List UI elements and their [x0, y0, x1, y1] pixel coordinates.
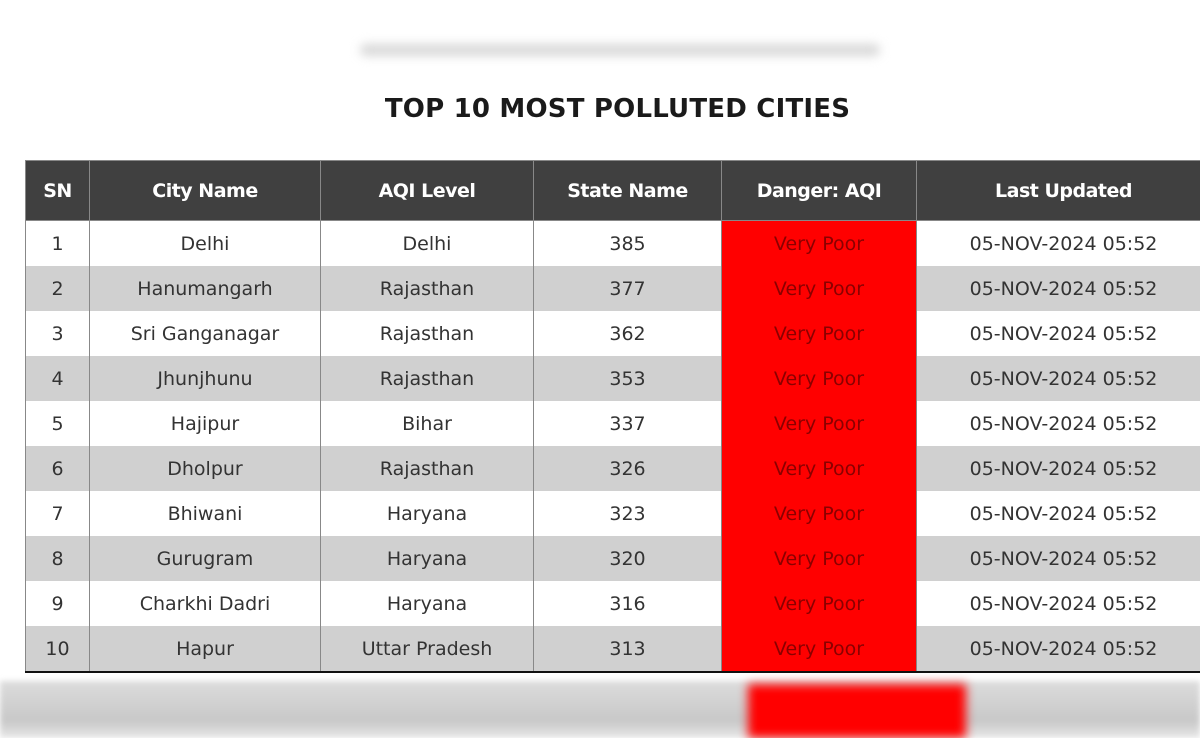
cell-aqi-level: Haryana	[320, 581, 534, 626]
table-row: 1 Delhi Delhi 385 Very Poor 05-NOV-2024 05:52	[25, 220, 1200, 266]
cell-aqi-level: Rajasthan	[320, 446, 534, 491]
blurred-background-row	[0, 681, 1200, 738]
cell-state-name: 337	[533, 401, 722, 446]
cell-aqi-level: Bihar	[320, 401, 534, 446]
cell-danger-aqi: Very Poor	[721, 626, 917, 673]
cell-state-name: 353	[533, 356, 722, 401]
cell-danger-aqi: Very Poor	[721, 401, 917, 446]
cell-last-updated: 05-NOV-2024 05:52	[916, 220, 1200, 266]
cell-danger-aqi: Very Poor	[721, 266, 917, 311]
cell-danger-aqi: Very Poor	[721, 446, 917, 491]
table-row: 5 Hajipur Bihar 337 Very Poor 05-NOV-2024 05:…	[25, 401, 1200, 446]
table-row: 7 Bhiwani Haryana 323 Very Poor 05-NOV-2024 0…	[25, 491, 1200, 536]
header-city-name: City Name	[89, 160, 321, 221]
cell-city-name: Dholpur	[89, 446, 321, 491]
blurred-background-danger-cell	[748, 684, 966, 738]
cell-state-name: 326	[533, 446, 722, 491]
cell-last-updated: 05-NOV-2024 05:52	[916, 491, 1200, 536]
cell-danger-aqi: Very Poor	[721, 491, 917, 536]
cell-city-name: Hanumangarh	[89, 266, 321, 311]
cell-city-name: Jhunjhunu	[89, 356, 321, 401]
cell-sn: 2	[25, 266, 90, 311]
cell-state-name: 385	[533, 220, 722, 266]
cell-aqi-level: Haryana	[320, 536, 534, 581]
cell-city-name: Hajipur	[89, 401, 321, 446]
cell-aqi-level: Uttar Pradesh	[320, 626, 534, 673]
cell-last-updated: 05-NOV-2024 05:52	[916, 581, 1200, 626]
cell-aqi-level: Rajasthan	[320, 356, 534, 401]
cell-city-name: Sri Ganganagar	[89, 311, 321, 356]
table-row: 8 Gurugram Haryana 320 Very Poor 05-NOV-2024 …	[25, 536, 1200, 581]
cell-danger-aqi: Very Poor	[721, 220, 917, 266]
table-header-row: SN City Name AQI Level State Name Danger: AQ…	[25, 160, 1200, 221]
header-last-updated: Last Updated	[916, 160, 1200, 221]
cell-sn: 9	[25, 581, 90, 626]
cell-danger-aqi: Very Poor	[721, 581, 917, 626]
blurred-background-text	[360, 44, 880, 56]
polluted-cities-table: SN City Name AQI Level State Name Danger: AQ…	[25, 160, 1200, 673]
cell-state-name: 313	[533, 626, 722, 673]
cell-sn: 6	[25, 446, 90, 491]
header-aqi-level: AQI Level	[320, 160, 534, 221]
cell-danger-aqi: Very Poor	[721, 536, 917, 581]
cell-sn: 7	[25, 491, 90, 536]
cell-state-name: 377	[533, 266, 722, 311]
page-title: TOP 10 MOST POLLUTED CITIES	[384, 94, 851, 124]
header-danger-aqi: Danger: AQI	[721, 160, 917, 221]
cell-aqi-level: Rajasthan	[320, 266, 534, 311]
table-row: 4 Jhunjhunu Rajasthan 353 Very Poor 05-NOV-20…	[25, 356, 1200, 401]
cell-city-name: Charkhi Dadri	[89, 581, 321, 626]
cell-state-name: 320	[533, 536, 722, 581]
table-row: 2 Hanumangarh Rajasthan 377 Very Poor 05-NOV-…	[25, 266, 1200, 311]
cell-city-name: Delhi	[89, 220, 321, 266]
cell-last-updated: 05-NOV-2024 05:52	[916, 536, 1200, 581]
cell-sn: 1	[25, 220, 90, 266]
header-state-name: State Name	[533, 160, 722, 221]
cell-state-name: 316	[533, 581, 722, 626]
cell-last-updated: 05-NOV-2024 05:52	[916, 311, 1200, 356]
cell-state-name: 362	[533, 311, 722, 356]
table-row: 10 Hapur Uttar Pradesh 313 Very Poor 05-NOV-2…	[25, 626, 1200, 673]
cell-danger-aqi: Very Poor	[721, 311, 917, 356]
cell-last-updated: 05-NOV-2024 05:52	[916, 356, 1200, 401]
cell-sn: 3	[25, 311, 90, 356]
cell-last-updated: 05-NOV-2024 05:52	[916, 266, 1200, 311]
cell-danger-aqi: Very Poor	[721, 356, 917, 401]
table-row: 6 Dholpur Rajasthan 326 Very Poor 05-NOV-2024…	[25, 446, 1200, 491]
cell-sn: 4	[25, 356, 90, 401]
cell-aqi-level: Delhi	[320, 220, 534, 266]
table-row: 9 Charkhi Dadri Haryana 316 Very Poor 05-NOV-…	[25, 581, 1200, 626]
cell-aqi-level: Haryana	[320, 491, 534, 536]
cell-last-updated: 05-NOV-2024 05:52	[916, 446, 1200, 491]
cell-sn: 10	[25, 626, 90, 673]
cell-sn: 8	[25, 536, 90, 581]
cell-state-name: 323	[533, 491, 722, 536]
cell-last-updated: 05-NOV-2024 05:52	[916, 626, 1200, 673]
cell-city-name: Bhiwani	[89, 491, 321, 536]
table-row: 3 Sri Ganganagar Rajasthan 362 Very Poor 05-N…	[25, 311, 1200, 356]
cell-city-name: Hapur	[89, 626, 321, 673]
cell-last-updated: 05-NOV-2024 05:52	[916, 401, 1200, 446]
cell-sn: 5	[25, 401, 90, 446]
cell-aqi-level: Rajasthan	[320, 311, 534, 356]
cell-city-name: Gurugram	[89, 536, 321, 581]
header-sn: SN	[25, 160, 90, 221]
